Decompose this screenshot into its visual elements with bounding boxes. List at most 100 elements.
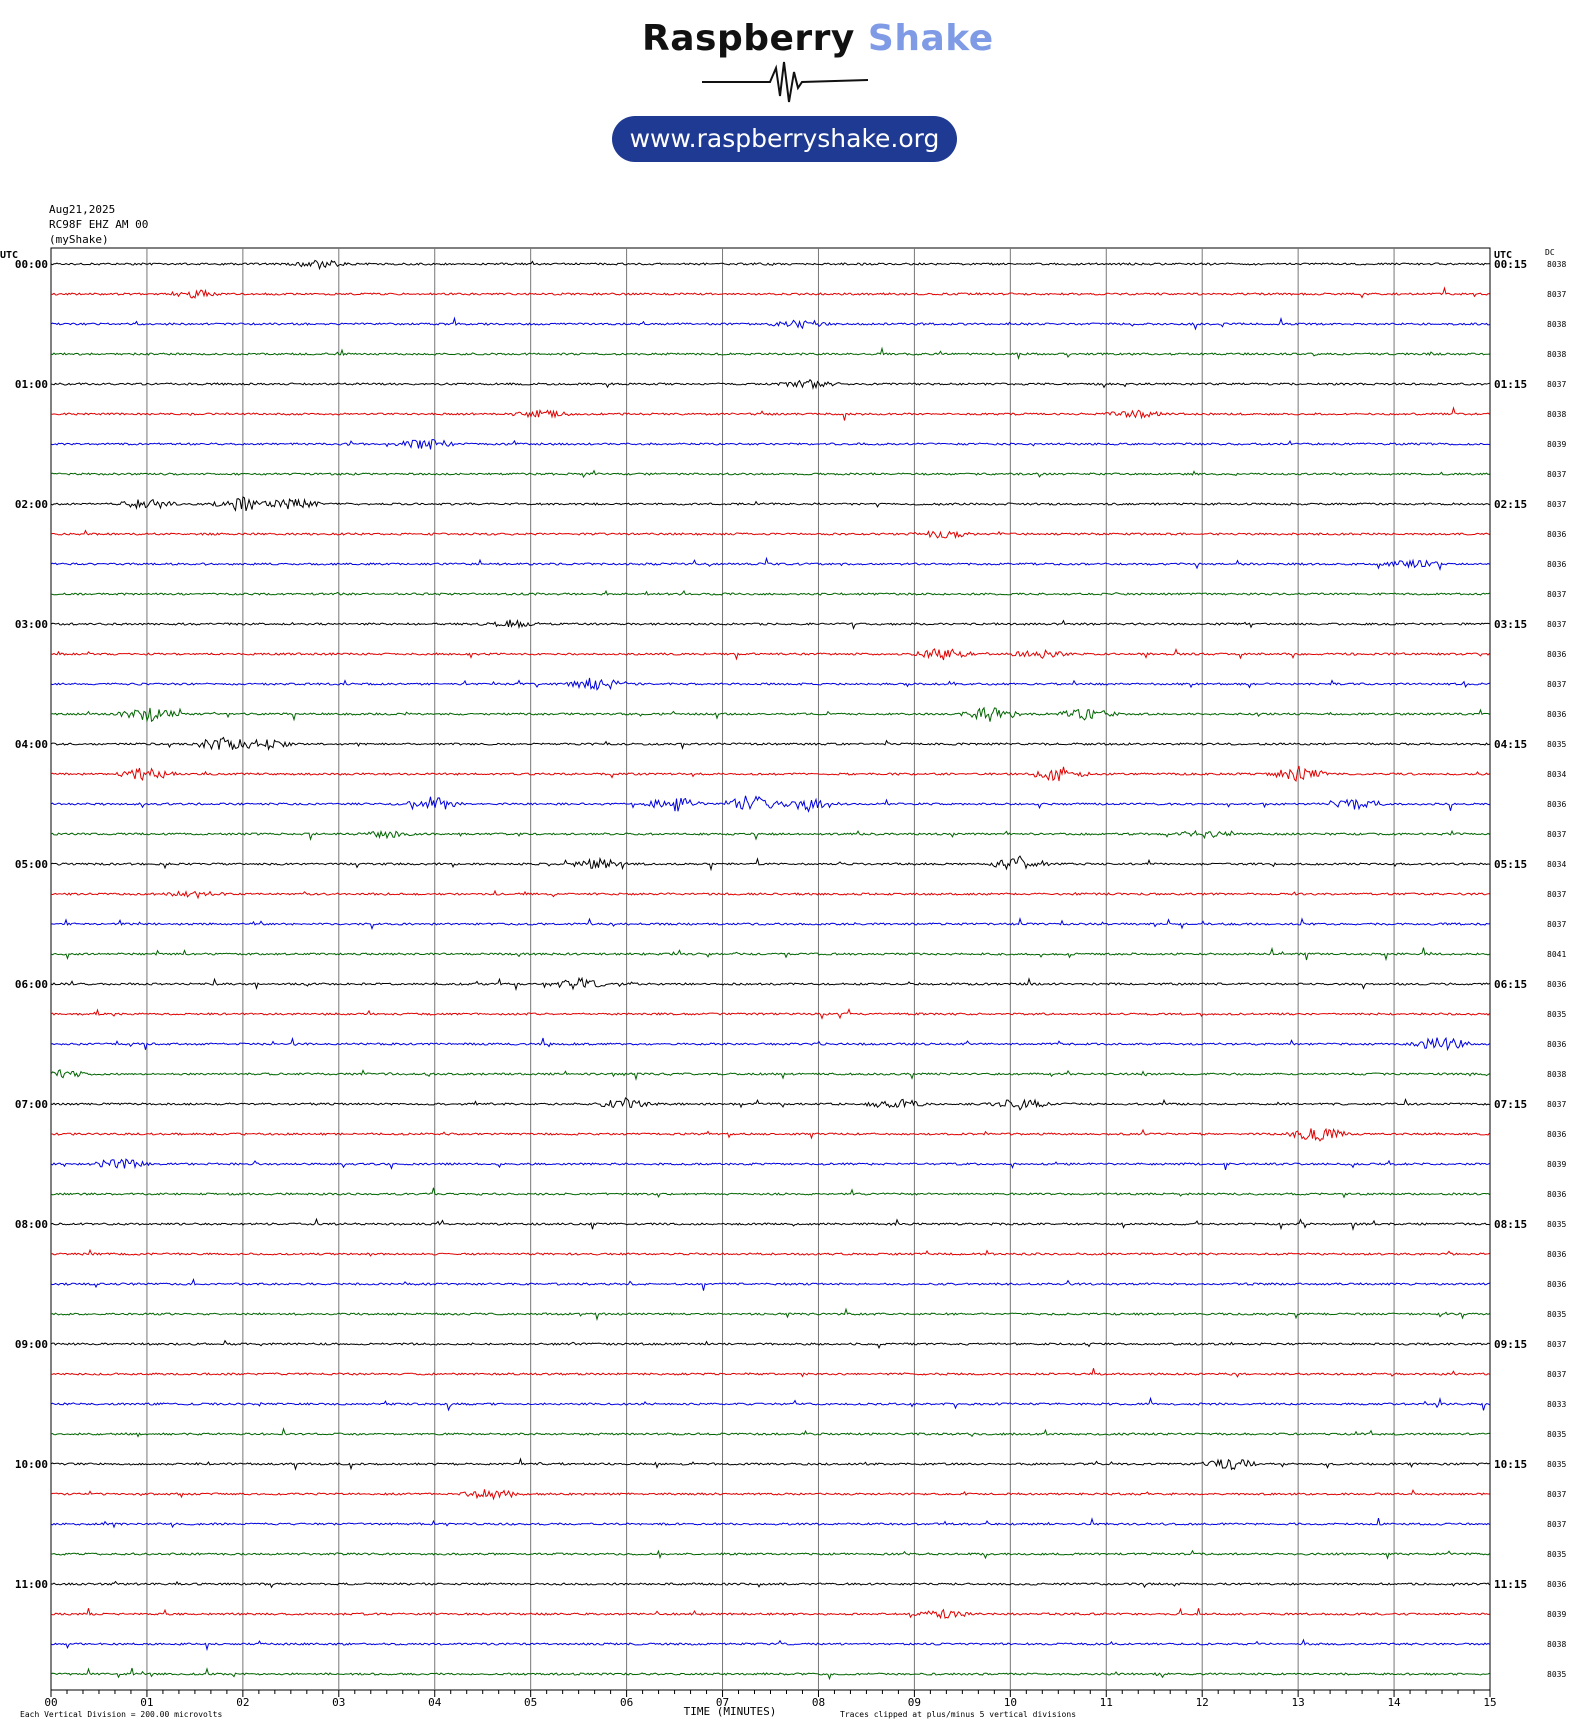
left-time-label: 04:00 — [15, 738, 48, 751]
dc-value: 8036 — [1547, 1130, 1566, 1139]
right-time-label: 07:15 — [1494, 1098, 1527, 1111]
trace-line — [50, 1368, 1490, 1378]
dc-value: 8036 — [1547, 980, 1566, 989]
dc-value: 8037 — [1547, 290, 1566, 299]
dc-value: 8036 — [1547, 1280, 1566, 1289]
dc-value: 8035 — [1547, 1310, 1566, 1319]
dc-value: 8037 — [1547, 620, 1566, 629]
footer-clip-note: Traces clipped at plus/minus 5 vertical … — [840, 1710, 1076, 1719]
trace-line — [51, 1549, 1490, 1560]
right-time-label: 08:15 — [1494, 1218, 1527, 1231]
left-time-label: 07:00 — [15, 1098, 48, 1111]
dc-value: 8036 — [1547, 1040, 1566, 1049]
x-tick-label: 00 — [44, 1696, 57, 1709]
x-tick-label: 01 — [140, 1696, 153, 1709]
dc-value: 8037 — [1547, 1100, 1566, 1109]
dc-value: 8036 — [1547, 710, 1566, 719]
trace-line — [50, 795, 1490, 813]
dc-value: 8038 — [1547, 260, 1566, 269]
trace-line — [50, 1007, 1490, 1020]
trace-line — [50, 855, 1490, 872]
seismogram-logo-icon — [702, 61, 869, 103]
trace-line — [50, 829, 1490, 841]
header-network: (myShake) — [49, 233, 109, 246]
dc-value: 8036 — [1547, 560, 1566, 569]
left-time-label: 03:00 — [15, 618, 48, 631]
right-time-label: 09:15 — [1494, 1338, 1527, 1351]
website-url-badge[interactable]: www.raspberryshake.org — [612, 116, 957, 162]
trace-line — [50, 1036, 1490, 1052]
left-time-label: 05:00 — [15, 858, 48, 871]
dc-value: 8038 — [1547, 410, 1566, 419]
dc-value: 8037 — [1547, 590, 1566, 599]
right-time-label: 11:15 — [1494, 1578, 1527, 1591]
trace-line — [50, 1638, 1490, 1652]
trace-line — [50, 917, 1490, 931]
dc-value: 8035 — [1547, 1220, 1566, 1229]
right-utc-label: UTC — [1494, 250, 1512, 261]
dc-value: 8037 — [1547, 1340, 1566, 1349]
dc-value: 8037 — [1547, 920, 1566, 929]
dc-value: 8037 — [1547, 500, 1566, 509]
trace-line — [50, 1517, 1490, 1529]
trace-line — [50, 1427, 1490, 1438]
x-tick-label: 05 — [524, 1696, 537, 1709]
dc-value: 8037 — [1547, 890, 1566, 899]
trace-line — [50, 469, 1490, 479]
trace-line — [50, 946, 1490, 962]
x-tick-label: 09 — [908, 1696, 921, 1709]
x-tick-label: 10 — [1004, 1696, 1017, 1709]
left-time-label: 00:00 — [15, 258, 48, 271]
dc-value: 8037 — [1547, 1490, 1566, 1499]
logo-word-raspberry: Raspberry — [642, 18, 855, 59]
x-tick-label: 02 — [236, 1696, 249, 1709]
dc-value: 8034 — [1547, 860, 1566, 869]
trace-line — [50, 889, 1490, 900]
dc-value: 8037 — [1547, 1520, 1566, 1529]
left-time-label: 08:00 — [15, 1218, 48, 1231]
trace-line — [50, 618, 1490, 630]
trace-line — [50, 439, 1490, 450]
left-time-label: 01:00 — [15, 378, 48, 391]
right-time-label: 03:15 — [1494, 618, 1527, 631]
trace-line — [50, 1217, 1490, 1232]
x-tick-label: 07 — [716, 1696, 729, 1709]
right-time-label: 04:15 — [1494, 738, 1527, 751]
x-tick-label: 11 — [1100, 1696, 1113, 1709]
dc-value: 8036 — [1547, 1190, 1566, 1199]
plot-frame — [50, 247, 1491, 1691]
trace-line — [50, 1457, 1490, 1471]
trace-line — [51, 1127, 1490, 1142]
dc-value: 8036 — [1547, 1250, 1566, 1259]
trace-line — [50, 1488, 1490, 1501]
right-time-label: 05:15 — [1494, 858, 1527, 871]
dc-value: 8038 — [1547, 1640, 1566, 1649]
left-time-label: 09:00 — [15, 1338, 48, 1351]
dc-value: 8037 — [1547, 380, 1566, 389]
dc-value: 8038 — [1547, 350, 1566, 359]
left-utc-label: UTC — [0, 250, 18, 261]
trace-line — [50, 1068, 1490, 1082]
trace-line — [50, 1396, 1490, 1412]
dc-value: 8035 — [1547, 1460, 1566, 1469]
dc-value: 8036 — [1547, 650, 1566, 659]
dc-value: 8035 — [1547, 1670, 1566, 1679]
raspberry-shake-logo: Raspberry Shake — [642, 18, 994, 59]
logo-word-shake: Shake — [867, 18, 994, 59]
dc-value: 8039 — [1547, 1160, 1566, 1169]
trace-line — [50, 259, 1490, 271]
trace-line — [50, 976, 1490, 992]
trace-line — [50, 378, 1490, 391]
trace-line — [50, 496, 1490, 512]
x-tick-label: 06 — [620, 1696, 633, 1709]
trace-line — [50, 1248, 1490, 1257]
trace-line — [50, 1607, 1490, 1620]
trace-line — [50, 1339, 1490, 1350]
dc-value: 8034 — [1547, 770, 1566, 779]
trace-line — [50, 286, 1490, 299]
header-date: Aug21,2025 — [49, 203, 116, 216]
footer-division-note: Each Vertical Division = 200.00 microvol… — [20, 1710, 222, 1719]
dc-value: 8035 — [1547, 740, 1566, 749]
